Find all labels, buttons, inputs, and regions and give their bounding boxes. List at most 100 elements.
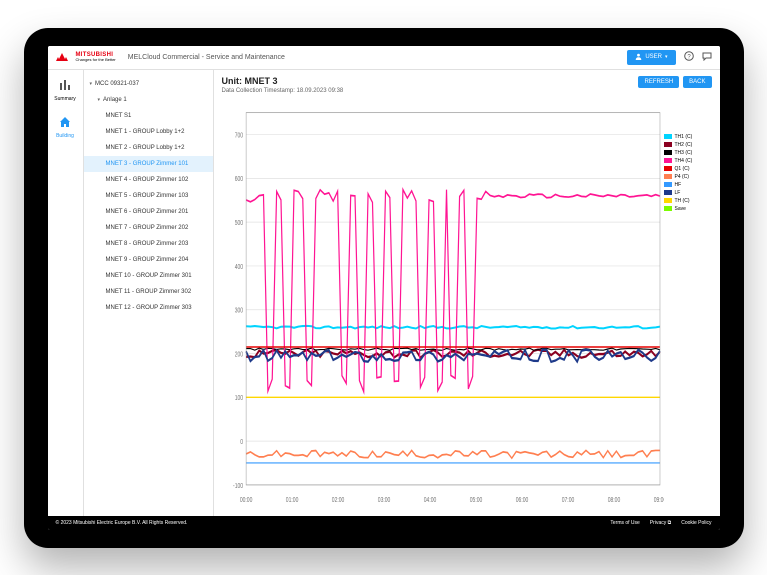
svg-text:200: 200 [234,350,243,358]
chart-legend: TH1 (C) TH2 (C) TH3 (C) TH4 (C) Q1 (C) P4 (C)… [664,104,712,508]
tree-item[interactable]: MNET 7 - GROUP Zimmer 202 [84,220,213,236]
content-card: Unit: MNET 3 Data Collection Timestamp: … [214,70,720,516]
legend-item[interactable]: TH1 (C) [664,134,712,140]
legend-swatch [664,142,672,147]
svg-text:07:00: 07:00 [561,496,574,504]
tree-item[interactable]: MNET 5 - GROUP Zimmer 103 [84,188,213,204]
user-icon [635,53,642,62]
nav-item-summary[interactable]: Summary [48,76,83,105]
tree-root-label: MCC 09321-037 [95,78,139,90]
tree-item[interactable]: MNET S1 [84,108,213,124]
legend-item[interactable]: Save [664,206,712,212]
svg-text:500: 500 [234,219,243,227]
svg-text:09:00: 09:00 [653,496,663,504]
svg-text:00:00: 00:00 [239,496,252,504]
svg-text:05:00: 05:00 [469,496,482,504]
app-title: MELCloud Commercial - Service and Mainte… [128,54,285,61]
tree-item[interactable]: MNET 10 - GROUP Zimmer 301 [84,268,213,284]
legend-item[interactable]: TH3 (C) [664,150,712,156]
legend-item[interactable]: LF [664,190,712,196]
left-nav: Summary Building [48,70,84,516]
legend-swatch [664,182,672,187]
legend-label: HF [675,182,682,188]
refresh-button[interactable]: REFRESH [638,76,679,88]
svg-text:300: 300 [234,306,243,314]
legend-label: TH4 (C) [675,158,693,164]
footer-link-cookies[interactable]: Cookie Policy [681,520,711,526]
tree-root[interactable]: ▾ MCC 09321-037 [84,76,213,92]
legend-swatch [664,198,672,203]
tree-item[interactable]: MNET 11 - GROUP Zimmer 302 [84,284,213,300]
tree-item[interactable]: MNET 2 - GROUP Lobby 1+2 [84,140,213,156]
svg-text:600: 600 [234,175,243,183]
chevron-down-icon: ▾ [665,54,668,60]
svg-text:700: 700 [234,131,243,139]
tree-group[interactable]: ▾ Anlage 1 [84,92,213,108]
legend-swatch [664,206,672,211]
content-header: Unit: MNET 3 Data Collection Timestamp: … [214,70,720,100]
legend-label: LF [675,190,681,196]
tablet-frame: MITSUBISHI Changes for the Better MELClo… [24,28,744,548]
footer-link-privacy[interactable]: Privacy ⧉ [650,520,671,526]
tree-item[interactable]: MNET 3 - GROUP Zimmer 101 [84,156,213,172]
svg-text:0: 0 [240,438,243,446]
legend-swatch [664,174,672,179]
help-icon[interactable]: ? [684,51,694,63]
footer-copyright: © 2023 Mitsubishi Electric Europe B.V. A… [56,520,188,526]
external-link-icon: ⧉ [668,520,672,526]
main-panel: Unit: MNET 3 Data Collection Timestamp: … [214,70,720,516]
footer-link-terms[interactable]: Terms of Use [610,520,639,526]
legend-item[interactable]: P4 (C) [664,174,712,180]
legend-item[interactable]: Q1 (C) [664,166,712,172]
legend-label: TH3 (C) [675,150,693,156]
legend-label: Q1 (C) [675,166,690,172]
user-label: USER [645,54,662,60]
tree-item[interactable]: MNET 6 - GROUP Zimmer 201 [84,204,213,220]
tree-item[interactable]: MNET 1 - GROUP Lobby 1+2 [84,124,213,140]
app-footer: © 2023 Mitsubishi Electric Europe B.V. A… [48,516,720,530]
legend-label: TH (C) [675,198,690,204]
nav-label-building: Building [56,133,74,139]
chat-icon[interactable] [702,51,712,63]
bars-icon [59,79,71,94]
tree-item[interactable]: MNET 8 - GROUP Zimmer 203 [84,236,213,252]
chart-container: -100 0 100 200 300 400 500 600 700 00:00 01:00 02:0… [214,100,720,516]
tree-item[interactable]: MNET 12 - GROUP Zimmer 303 [84,300,213,316]
tree-group-label: Anlage 1 [103,94,127,106]
legend-label: TH1 (C) [675,134,693,140]
svg-text:100: 100 [234,394,243,402]
app-header: MITSUBISHI Changes for the Better MELClo… [48,46,720,70]
legend-swatch [664,166,672,171]
unit-subtitle: Data Collection Timestamp: 18.09.2023 09… [222,88,344,94]
tree-item[interactable]: MNET 4 - GROUP Zimmer 102 [84,172,213,188]
brand-tagline: Changes for the Better [76,58,116,62]
legend-label: P4 (C) [675,174,689,180]
svg-text:01:00: 01:00 [285,496,298,504]
legend-swatch [664,150,672,155]
home-icon [59,116,71,131]
tree-item[interactable]: MNET 9 - GROUP Zimmer 204 [84,252,213,268]
legend-item[interactable]: TH (C) [664,198,712,204]
legend-item[interactable]: TH2 (C) [664,142,712,148]
user-menu-button[interactable]: USER ▾ [627,50,675,65]
brand-logo-text: MITSUBISHI Changes for the Better [76,52,116,62]
legend-item[interactable]: TH4 (C) [664,158,712,164]
nav-item-building[interactable]: Building [48,113,83,142]
svg-text:08:00: 08:00 [607,496,620,504]
legend-label: TH2 (C) [675,142,693,148]
legend-item[interactable]: HF [664,182,712,188]
legend-swatch [664,158,672,163]
app-body: Summary Building ▾ MCC 09321-037 ▾ Anla [48,70,720,516]
legend-swatch [664,134,672,139]
legend-swatch [664,190,672,195]
svg-text:400: 400 [234,263,243,271]
svg-text:04:00: 04:00 [423,496,436,504]
svg-text:06:00: 06:00 [515,496,528,504]
chevron-down-icon: ▾ [90,78,93,90]
chevron-down-icon: ▾ [98,94,101,106]
svg-text:-100: -100 [233,481,243,489]
back-button[interactable]: BACK [683,76,711,88]
chart-svg: -100 0 100 200 300 400 500 600 700 00:00 01:00 02:0… [222,104,664,508]
svg-text:02:00: 02:00 [331,496,344,504]
unit-title: Unit: MNET 3 [222,76,344,86]
